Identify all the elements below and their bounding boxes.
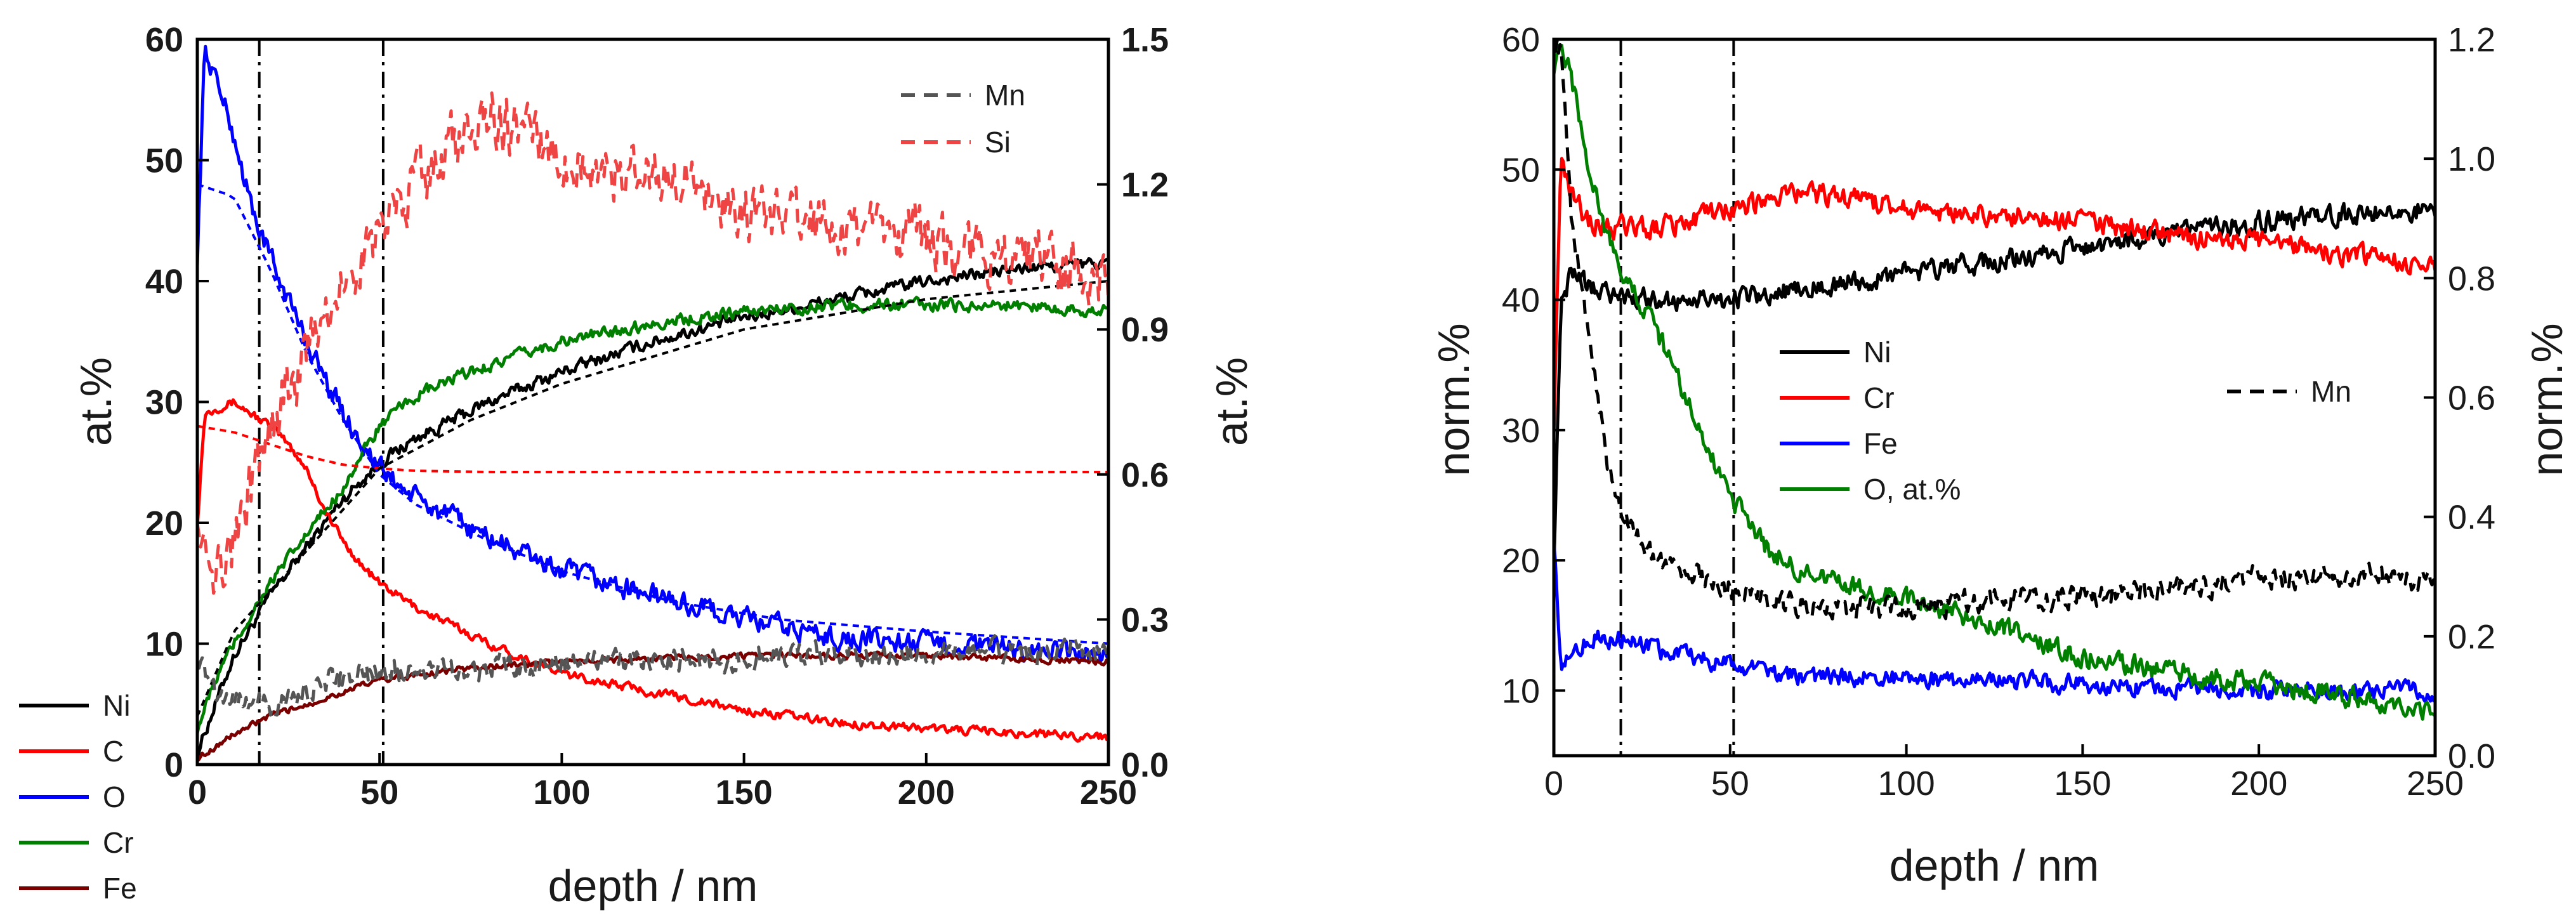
legend-label: Fe <box>1863 427 1898 460</box>
y2-tick-label: 1.0 <box>2448 140 2495 178</box>
y2-tick-label: 0.6 <box>2448 379 2495 417</box>
series-o-fit <box>197 183 1108 645</box>
right-legend-secondary: Mn <box>2227 375 2351 408</box>
series-cr <box>197 296 1108 734</box>
left-legend-secondary: Mn Si <box>901 79 1025 159</box>
series-ni <box>1554 202 2435 570</box>
legend-label: Ni <box>1863 336 1891 369</box>
x-tick-label: 200 <box>2230 765 2287 803</box>
series-c <box>197 398 1108 743</box>
left-y-ticks: 0 10 20 30 40 50 60 <box>145 21 209 784</box>
left-y2-axis-title: at.% <box>1207 357 1256 446</box>
x-tick-label: 100 <box>1878 765 1935 803</box>
legend-label: Fe <box>103 872 137 905</box>
series-ni <box>197 257 1108 758</box>
left-x-ticks: 0 50 100 150 200 250 <box>188 753 1137 812</box>
y-tick-label: 60 <box>1502 21 1540 59</box>
legend-label: Cr <box>1863 381 1895 414</box>
series-mn <box>1554 39 2435 621</box>
right-legend-main: Ni Cr Fe O, at.% <box>1780 336 1961 506</box>
left-y2-ticks: 0.0 0.3 0.6 0.9 1.2 1.5 <box>1097 21 1169 784</box>
x-tick-label: 100 <box>533 773 590 812</box>
y2-tick-label: 1.2 <box>1121 166 1169 204</box>
y2-tick-label: 0.0 <box>2448 737 2495 775</box>
legend-label: O <box>103 780 126 813</box>
right-y-axis-title: norm.% <box>1429 323 1478 476</box>
series-cr <box>1554 157 2435 440</box>
series-o <box>197 44 1108 663</box>
legend-label: Mn <box>2311 375 2351 408</box>
x-tick-label: 250 <box>1080 773 1137 812</box>
series-fe <box>197 650 1108 763</box>
left-x-axis-title: depth / nm <box>548 861 758 910</box>
y2-tick-label: 0.0 <box>1121 746 1169 784</box>
right-x-axis-title: depth / nm <box>1889 841 2100 890</box>
right-y2-ticks: 0.0 0.2 0.4 0.6 0.8 1.0 1.2 <box>2424 21 2495 775</box>
y-tick-label: 40 <box>1502 282 1540 320</box>
x-tick-label: 250 <box>2407 765 2464 803</box>
series-fe <box>1554 542 2435 704</box>
y-tick-label: 60 <box>145 21 183 59</box>
x-tick-label: 150 <box>2054 765 2111 803</box>
x-tick-label: 50 <box>1711 765 1749 803</box>
series-mn <box>197 633 1108 717</box>
left-legend-main: Ni CO Cr Fe <box>19 689 137 905</box>
y-tick-label: 0 <box>164 746 183 784</box>
y-tick-label: 10 <box>1502 672 1540 710</box>
x-tick-label: 150 <box>716 773 773 812</box>
y2-tick-label: 0.8 <box>2448 260 2495 298</box>
y-tick-label: 20 <box>1502 542 1540 580</box>
y-tick-label: 40 <box>145 263 183 301</box>
y-tick-label: 50 <box>1502 151 1540 189</box>
y2-tick-label: 1.2 <box>2448 21 2495 59</box>
y2-tick-label: 0.6 <box>1121 456 1169 494</box>
right-y2-axis-title: norm.% <box>2522 323 2572 476</box>
y2-tick-label: 0.2 <box>2448 618 2495 656</box>
y-tick-label: 10 <box>145 626 183 664</box>
y-tick-label: 50 <box>145 142 183 180</box>
right-y-ticks: 10 20 30 40 50 60 <box>1502 21 1565 710</box>
x-tick-label: 0 <box>1544 765 1563 803</box>
right-plot-area <box>1554 39 2435 756</box>
right-x-ticks: 0 50 100 150 200 250 <box>1544 744 2464 803</box>
y-tick-label: 30 <box>145 384 183 422</box>
legend-label: Cr <box>103 826 134 859</box>
legend-label: Ni <box>103 689 130 722</box>
y-tick-label: 30 <box>1502 412 1540 450</box>
series-si <box>197 91 1108 595</box>
x-tick-label: 50 <box>360 773 398 812</box>
y-tick-label: 20 <box>145 504 183 542</box>
legend-label: O, at.% <box>1863 473 1961 506</box>
left-plot-area <box>197 39 1108 765</box>
y2-tick-label: 0.9 <box>1121 311 1169 349</box>
y2-tick-label: 1.5 <box>1121 21 1169 59</box>
legend-label: Mn <box>985 79 1025 112</box>
legend-label: Si <box>985 126 1011 159</box>
series-ni-fit <box>197 280 1108 717</box>
left-y-axis-title: at.% <box>71 357 121 446</box>
x-tick-label: 0 <box>188 773 207 812</box>
y2-tick-label: 0.4 <box>2448 499 2495 537</box>
y2-tick-label: 0.3 <box>1121 601 1169 639</box>
series-c-fit <box>197 424 1108 473</box>
legend-label: C <box>103 735 124 768</box>
x-tick-label: 200 <box>898 773 955 812</box>
series-o-at <box>1554 43 2435 721</box>
